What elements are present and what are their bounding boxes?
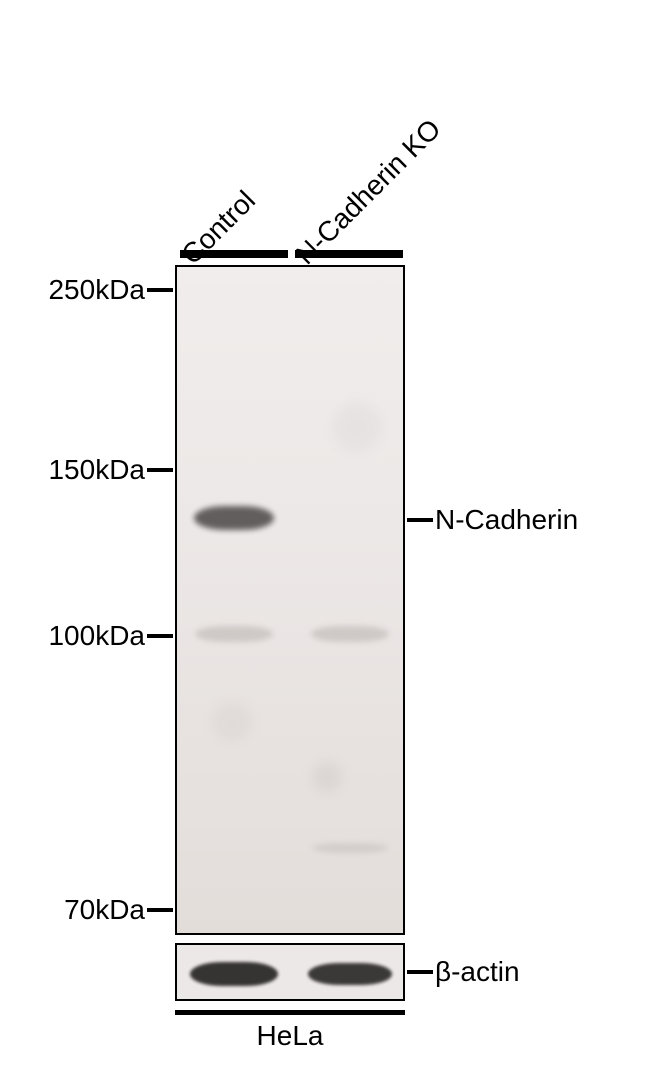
membrane-noise: [212, 702, 252, 742]
mw-marker-tick: [147, 468, 173, 472]
cell-line-label: HeLa: [175, 1020, 405, 1052]
actin-blot-surface: [177, 945, 403, 999]
mw-marker-tick: [147, 288, 173, 292]
mw-marker-tick: [147, 634, 173, 638]
mw-marker-tick: [147, 908, 173, 912]
protein-band: [312, 843, 388, 853]
mw-marker-label: 250kDa: [48, 274, 145, 306]
membrane-noise: [312, 762, 342, 792]
mw-marker-label: 150kDa: [48, 454, 145, 486]
western-blot-figure: Control N-Cadherin KO 250kDa 150kDa 100kDa…: [0, 0, 650, 1078]
target-label: N-Cadherin: [435, 504, 578, 536]
protein-band: [194, 506, 274, 530]
mw-marker-label: 100kDa: [48, 620, 145, 652]
actin-band: [190, 962, 278, 986]
lane-bar-ko: [295, 250, 403, 258]
lane-label-ko: N-Cadherin KO: [289, 113, 447, 271]
protein-band: [195, 626, 273, 642]
protein-band: [311, 626, 389, 642]
membrane-noise: [332, 402, 382, 452]
cell-line-bar: [175, 1010, 405, 1015]
actin-blot-membrane: [175, 943, 405, 1001]
lane-bar-control: [180, 250, 288, 258]
target-label: β-actin: [435, 956, 520, 988]
target-tick: [407, 970, 433, 974]
main-blot-membrane: [175, 265, 405, 935]
actin-band: [308, 963, 392, 985]
lane-label-control: Control: [175, 185, 261, 271]
main-blot-surface: [177, 267, 403, 933]
target-tick: [407, 518, 433, 522]
mw-marker-label: 70kDa: [64, 894, 145, 926]
